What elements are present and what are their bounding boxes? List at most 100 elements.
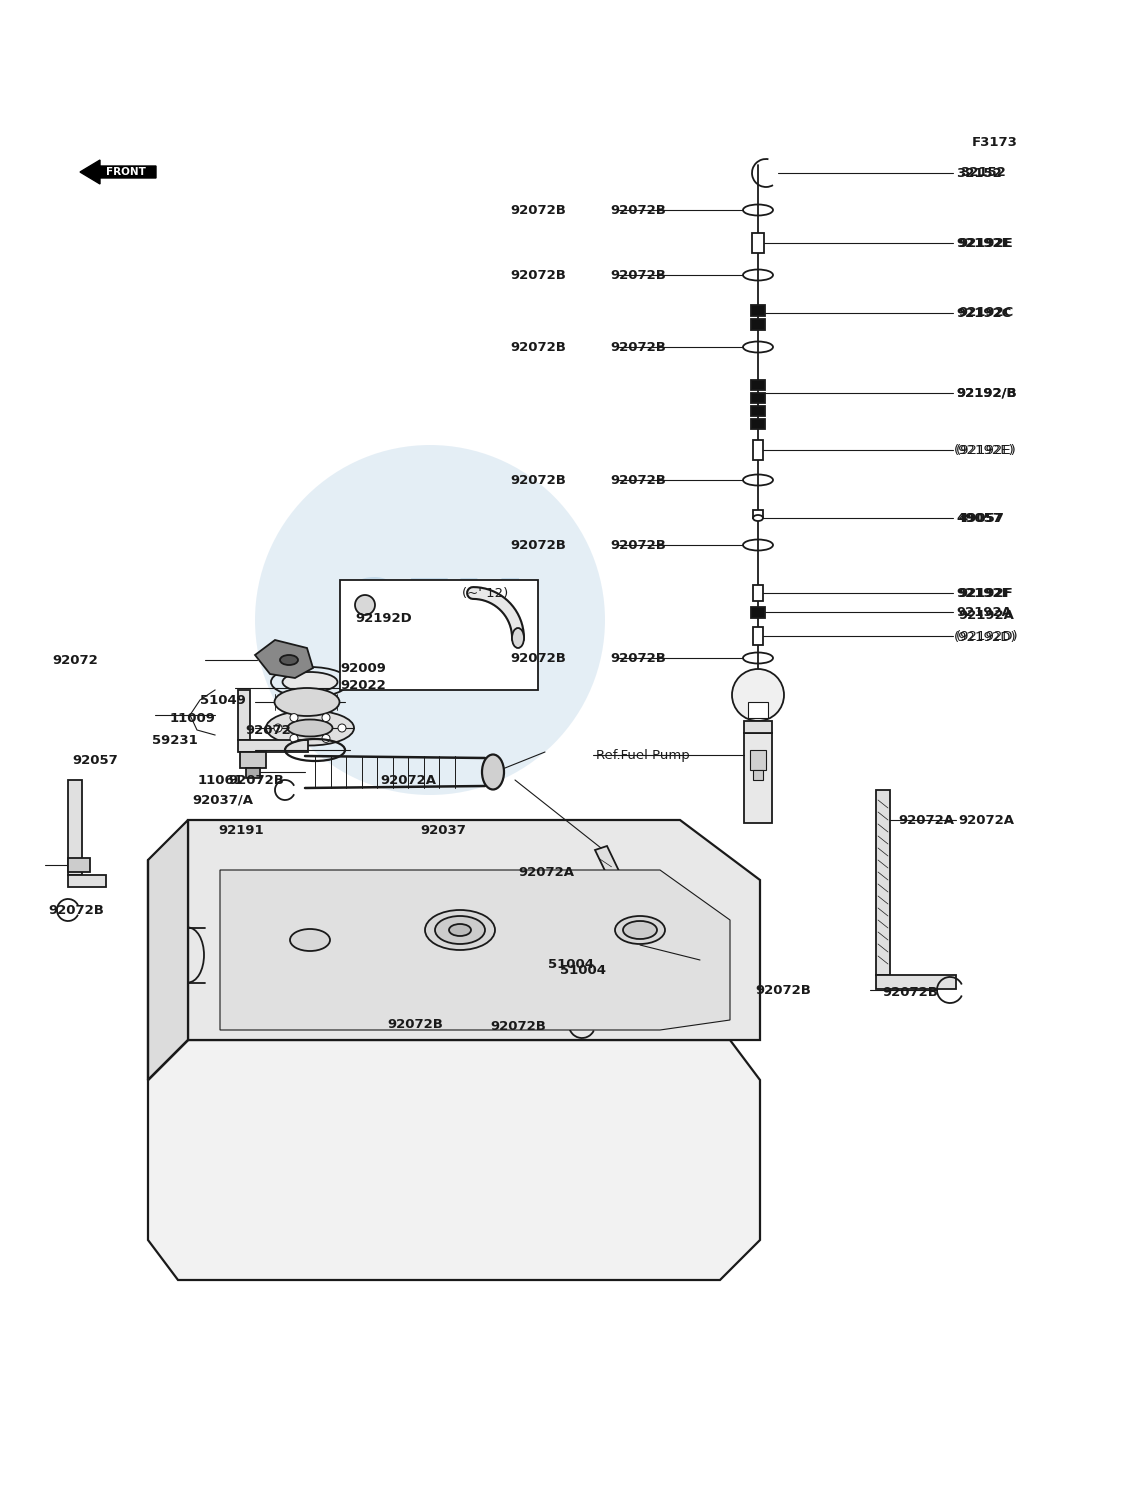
Text: MOTORPARTS: MOTORPARTS [369, 651, 491, 669]
Text: 11009: 11009 [170, 711, 216, 725]
Bar [68, 875, 106, 887]
Text: 92072B: 92072B [228, 773, 284, 787]
Bar [744, 720, 771, 732]
Ellipse shape [449, 925, 471, 937]
Circle shape [321, 734, 329, 743]
Ellipse shape [425, 910, 495, 950]
Text: 92037: 92037 [420, 824, 466, 836]
Text: 92022: 92022 [340, 678, 386, 692]
Text: 92072B: 92072B [610, 204, 666, 216]
Circle shape [290, 734, 298, 743]
Circle shape [359, 659, 371, 671]
Text: 92192E: 92192E [956, 237, 1010, 249]
Text: 49057: 49057 [956, 512, 1002, 524]
Text: 92192F: 92192F [957, 587, 1013, 599]
Text: (92192D): (92192D) [954, 630, 1017, 644]
Text: 92072A: 92072A [518, 866, 574, 878]
Bar [748, 702, 768, 717]
Circle shape [338, 723, 346, 732]
Text: 92192F: 92192F [956, 587, 1010, 599]
Ellipse shape [482, 755, 504, 790]
Text: 92057: 92057 [72, 754, 118, 767]
Bar [340, 579, 538, 690]
Text: 51049: 51049 [200, 693, 246, 707]
Polygon shape [255, 639, 313, 678]
Polygon shape [148, 820, 188, 1081]
Text: 92072B: 92072B [510, 269, 566, 282]
Bar [876, 976, 956, 989]
Text: 92192D: 92192D [355, 611, 412, 624]
Bar [751, 606, 765, 618]
Text: 92191: 92191 [218, 824, 264, 836]
Ellipse shape [274, 687, 340, 716]
Text: FRONT: FRONT [106, 167, 146, 177]
Text: 49057: 49057 [957, 512, 1003, 524]
Text: 92192/B: 92192/B [956, 386, 1017, 399]
Text: 92072B: 92072B [882, 986, 938, 998]
Polygon shape [595, 847, 680, 1003]
Bar [751, 380, 765, 390]
Bar [68, 859, 90, 872]
Ellipse shape [282, 672, 338, 692]
Circle shape [732, 669, 784, 720]
Text: 92072A: 92072A [957, 814, 1014, 827]
Bar [753, 585, 763, 600]
Ellipse shape [266, 710, 354, 746]
Text: 92072B: 92072B [610, 269, 666, 282]
Bar [752, 233, 765, 254]
Text: 92072B: 92072B [610, 341, 666, 354]
Text: 92072A: 92072A [380, 773, 436, 787]
Bar [753, 770, 763, 781]
Ellipse shape [753, 515, 763, 521]
Text: 51004: 51004 [548, 958, 594, 971]
Text: 92072B: 92072B [755, 983, 810, 997]
Circle shape [274, 723, 282, 732]
Polygon shape [220, 871, 730, 1030]
Bar [753, 510, 763, 518]
Text: 92192A: 92192A [957, 608, 1014, 621]
Polygon shape [148, 1040, 760, 1280]
Bar [751, 393, 765, 402]
Text: 92072: 92072 [245, 723, 290, 737]
Text: 92192/B: 92192/B [956, 386, 1017, 399]
Bar [246, 769, 259, 778]
Bar [68, 781, 82, 875]
Ellipse shape [290, 929, 329, 952]
Text: (92192E): (92192E) [954, 443, 1015, 456]
Text: 11061: 11061 [197, 773, 243, 787]
Text: 92072B: 92072B [510, 204, 566, 216]
Text: 92192A: 92192A [956, 605, 1011, 618]
Text: 92072B: 92072B [510, 651, 566, 665]
Polygon shape [80, 161, 156, 185]
Ellipse shape [435, 916, 484, 944]
Circle shape [321, 713, 329, 722]
Text: 92072B: 92072B [610, 473, 666, 486]
Text: (92192E): (92192E) [956, 443, 1017, 456]
Bar [751, 405, 765, 416]
Ellipse shape [355, 594, 375, 615]
Text: 92072: 92072 [52, 653, 98, 666]
Circle shape [366, 641, 380, 654]
Text: 92192C: 92192C [956, 306, 1011, 320]
Circle shape [255, 444, 605, 796]
Text: 92072B: 92072B [510, 341, 566, 354]
Polygon shape [188, 820, 760, 1040]
Bar [753, 627, 763, 645]
Text: (92192D): (92192D) [956, 629, 1018, 642]
Text: F3173: F3173 [972, 135, 1018, 149]
Text: (~' 12): (~' 12) [461, 587, 509, 599]
Circle shape [290, 713, 298, 722]
Text: 92072B: 92072B [387, 1019, 443, 1031]
Text: 92072B: 92072B [48, 904, 103, 917]
Text: 92072A: 92072A [898, 814, 954, 827]
Bar [750, 750, 766, 770]
Text: OEM: OEM [339, 575, 521, 644]
Ellipse shape [280, 654, 298, 665]
Text: 92192E: 92192E [957, 237, 1013, 249]
Ellipse shape [512, 627, 523, 648]
Text: 92072B: 92072B [510, 539, 566, 551]
Text: 59231: 59231 [152, 734, 197, 746]
Text: 51004: 51004 [560, 964, 606, 977]
Bar [240, 752, 266, 769]
Bar [744, 732, 771, 823]
